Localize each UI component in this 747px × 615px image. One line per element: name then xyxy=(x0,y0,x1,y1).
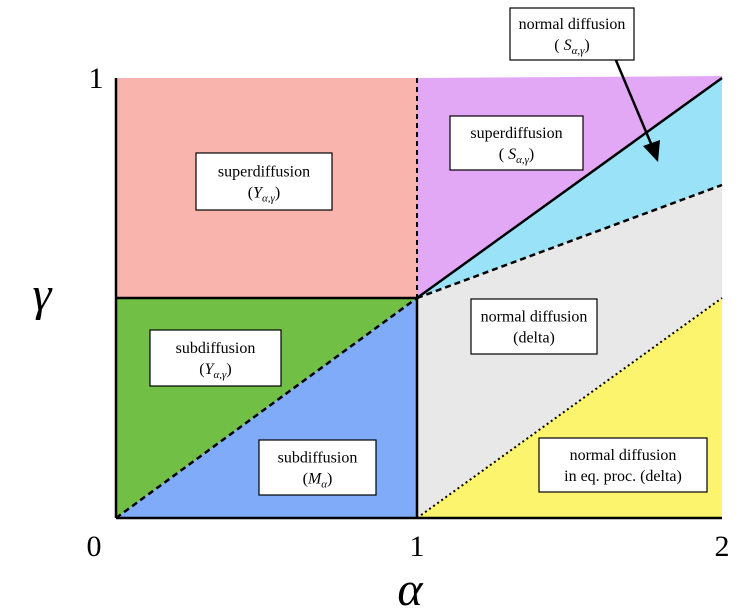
label-line: subdiffusion xyxy=(278,450,358,467)
label-part: α,γ xyxy=(262,193,276,205)
label-part: ( xyxy=(554,37,563,54)
boundaries xyxy=(114,76,723,520)
labels: superdiffusion(Yα,γ)superdiffusion( Sα,γ… xyxy=(149,7,708,496)
label-line: (Yα,γ) xyxy=(199,361,231,381)
label-part: Y xyxy=(205,361,216,378)
label-box xyxy=(195,152,333,211)
label-line: superdiffusion xyxy=(218,164,310,181)
boundary xyxy=(115,296,418,520)
label-part: ) xyxy=(327,471,332,488)
label-line: subdiffusion xyxy=(176,340,256,357)
boundary xyxy=(416,76,723,300)
label-box xyxy=(449,115,584,171)
label-part: ( xyxy=(499,146,508,163)
label-part: S xyxy=(564,37,572,54)
y-tick-label: 1 xyxy=(89,62,104,95)
label-line: superdiffusion xyxy=(470,125,562,142)
y-axis-label: γ xyxy=(33,268,53,321)
arrow-shaft xyxy=(613,57,654,147)
label-box xyxy=(470,298,598,355)
label-part: ( xyxy=(303,471,308,488)
label-part: α,γ xyxy=(516,154,530,166)
label-part: α,γ xyxy=(214,369,228,381)
label-part: ) xyxy=(275,185,280,202)
x-tick-label: 1 xyxy=(410,530,425,563)
label-part: S xyxy=(508,146,516,163)
label-line: (Mα) xyxy=(303,471,333,491)
x-tick-label: 2 xyxy=(715,530,730,563)
x-tick-label: 0 xyxy=(87,530,102,563)
boundary xyxy=(416,183,723,300)
label-line: in eq. proc. (delta) xyxy=(564,468,682,485)
axes: 0 1 2 1 α γ xyxy=(33,62,730,615)
label-box xyxy=(258,439,377,496)
label-line: ( Sα,γ) xyxy=(499,146,535,166)
label-line: normal diffusion xyxy=(481,309,588,326)
label-part: (delta) xyxy=(513,330,555,347)
label-line: normal diffusion xyxy=(570,447,677,464)
label-part: ) xyxy=(226,361,231,378)
label-part: M xyxy=(307,471,323,488)
label-line: normal diffusion xyxy=(519,16,626,33)
label-part: ) xyxy=(584,37,589,54)
label-part: in eq. proc. (delta) xyxy=(564,468,682,485)
label-line: (Yα,γ) xyxy=(248,185,280,205)
label-box xyxy=(149,329,282,387)
label-box xyxy=(538,437,708,493)
label-part: ( xyxy=(199,361,204,378)
arrow xyxy=(613,57,660,162)
arrow-head xyxy=(643,140,660,162)
x-axis-label: α xyxy=(397,563,423,615)
label-part: ) xyxy=(529,146,534,163)
label-part: Y xyxy=(253,185,264,202)
label-part: α xyxy=(321,479,327,491)
label-line: ( Sα,γ) xyxy=(554,37,590,57)
label-part: ( xyxy=(248,185,253,202)
label-box xyxy=(509,7,635,61)
label-line: (delta) xyxy=(513,330,555,347)
label-part: α,γ xyxy=(572,45,586,57)
